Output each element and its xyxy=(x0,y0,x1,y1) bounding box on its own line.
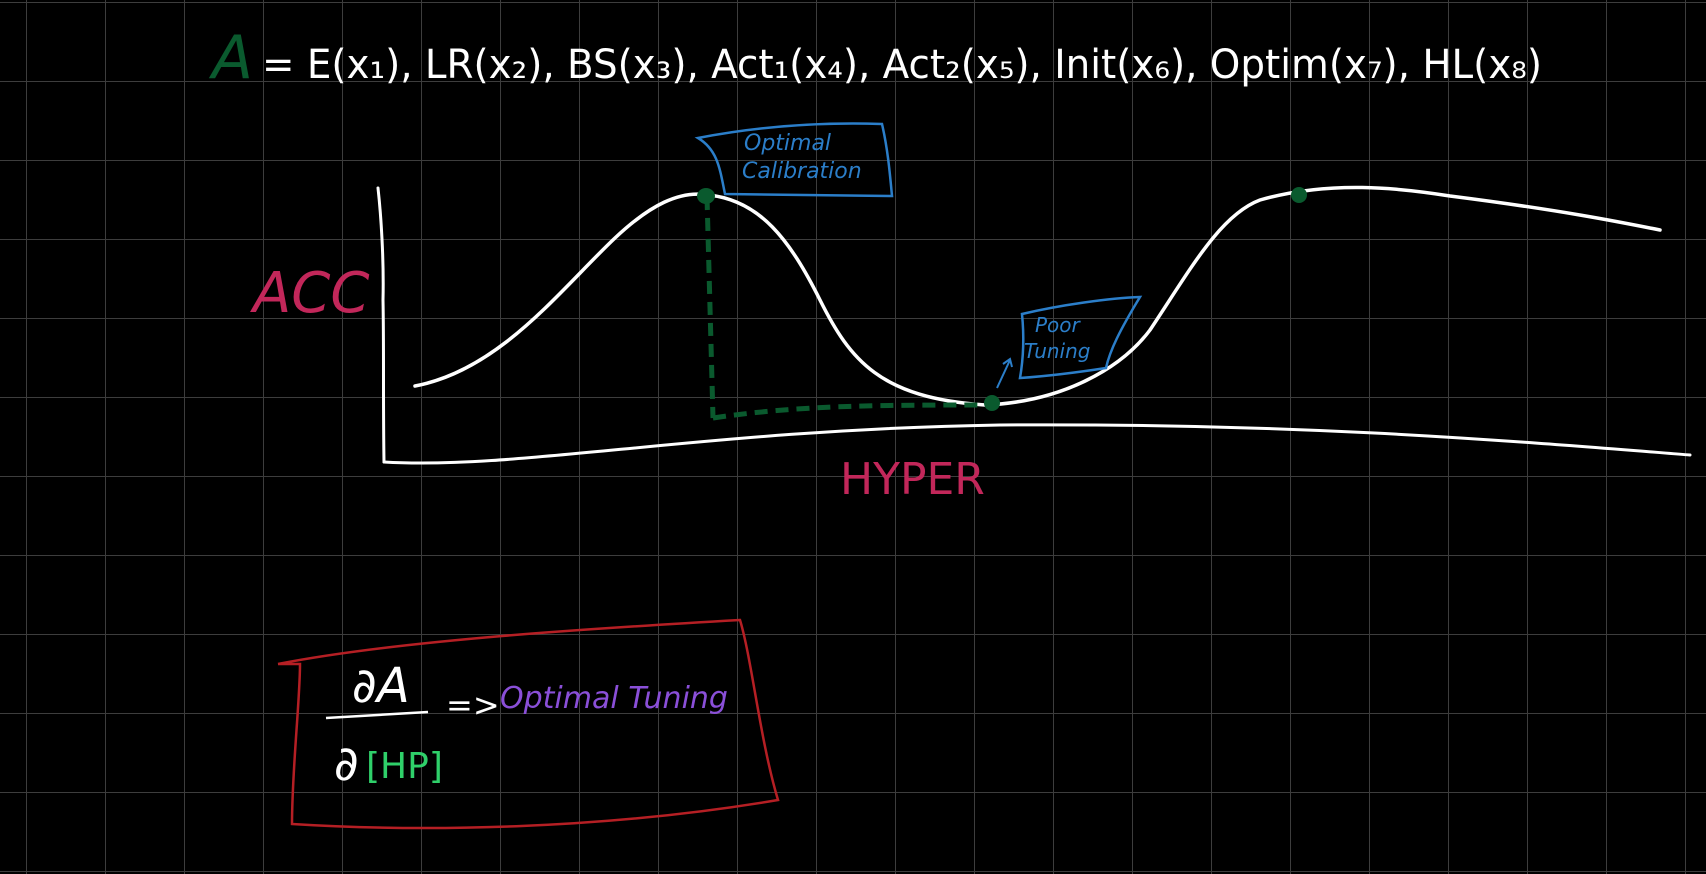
y-axis-label: ACC xyxy=(250,261,370,326)
derivative-denominator-hp: [HP] xyxy=(366,746,443,787)
second-peak-point xyxy=(1291,187,1307,203)
y-axis xyxy=(376,186,386,464)
poor-callout-line1: Poor xyxy=(1035,313,1082,337)
poor-callout-box xyxy=(1018,295,1143,380)
fraction-bar xyxy=(325,710,429,720)
derivative-denominator-symbol: ∂ xyxy=(334,736,359,792)
x-axis-label: HYPER xyxy=(840,454,985,505)
optimal-tuning-label: Optimal Tuning xyxy=(500,681,728,716)
poor-callout-line2: Tuning xyxy=(1024,339,1090,363)
derivative-box xyxy=(277,618,780,830)
implies-arrow: => xyxy=(446,686,500,724)
derivative-numerator: ∂A xyxy=(352,658,410,714)
optimal-callout-box xyxy=(694,122,894,198)
dashed-projection-horizontal xyxy=(712,402,993,421)
formula-text: = E(x₁), LR(x₂), BS(x₃), Act₁(x₄), Act₂(… xyxy=(262,42,1542,88)
optimal-peak-point xyxy=(697,188,715,204)
optimal-callout-line2: Calibration xyxy=(742,159,862,184)
poor-tuning-point xyxy=(984,395,1000,411)
formula-symbol: A xyxy=(208,23,253,93)
x-axis xyxy=(382,423,1692,465)
poor-callout-arrow xyxy=(996,357,1013,389)
dashed-projection-vertical xyxy=(704,196,716,419)
optimal-callout-line1: Optimal xyxy=(744,131,831,156)
accuracy-curve xyxy=(413,185,1662,407)
